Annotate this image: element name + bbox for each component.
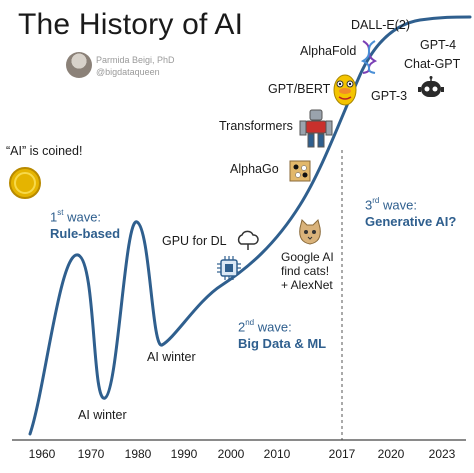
event-chatgpt: Chat-GPT xyxy=(404,57,461,71)
history-curve xyxy=(28,15,472,436)
tick-2017: 2017 xyxy=(328,447,356,461)
transformer-robot-icon xyxy=(299,109,333,148)
author-name: Parmida Beigi, PhD xyxy=(96,55,175,65)
event-gpt3: GPT-3 xyxy=(371,89,408,103)
event-google-cats-line-2: find cats! xyxy=(281,264,330,278)
chip-icon xyxy=(217,256,241,280)
tick-2023: 2023 xyxy=(428,447,456,461)
wave-1-word: wave: xyxy=(63,209,102,225)
event-transformers: Transformers xyxy=(219,119,293,133)
wave-2-number: 2 xyxy=(238,319,246,335)
event-google-cats-line-3: + AlexNet xyxy=(281,278,333,292)
bert-icon xyxy=(333,74,357,106)
author-handle: @bigdataqueen xyxy=(96,67,160,77)
wave-2-label: 2nd wave: Big Data & ML xyxy=(238,318,326,351)
wave-3-suffix: rd xyxy=(372,196,380,205)
wave-2-name: Big Data & ML xyxy=(238,336,327,352)
tick-1960: 1960 xyxy=(28,447,56,461)
cat-icon xyxy=(299,219,321,245)
event-gpt-bert: GPT/BERT xyxy=(268,82,331,96)
event-google-cats-line-1: Google AI xyxy=(281,250,334,264)
author-credit: Parmida Beigi, PhD @bigdataqueen xyxy=(96,54,175,78)
event-dalle: DALL-E(2) xyxy=(351,18,411,32)
dna-icon xyxy=(360,40,378,74)
event-ai-coined: “AI” is coined! xyxy=(6,144,83,158)
wave-1-suffix: st xyxy=(57,208,64,217)
tick-2010: 2010 xyxy=(263,447,291,461)
tick-1980: 1980 xyxy=(124,447,152,461)
go-board-icon xyxy=(289,160,311,182)
wave-1-label: 1st wave: Rule-based xyxy=(50,208,120,241)
coin-icon xyxy=(9,167,41,199)
event-google-cats: Google AI find cats! + AlexNet xyxy=(281,250,334,292)
tick-2020: 2020 xyxy=(377,447,405,461)
wave-1-number: 1 xyxy=(50,209,58,225)
event-ai-winter-2: AI winter xyxy=(147,350,196,364)
tick-1970: 1970 xyxy=(77,447,105,461)
wave-2-word: wave: xyxy=(254,319,292,335)
wave-1-name: Rule-based xyxy=(50,226,121,242)
x-axis: 1960 1970 1980 1990 2000 2010 2017 2020 … xyxy=(12,447,466,467)
bot-face-icon xyxy=(418,76,444,97)
event-ai-winter-1: AI winter xyxy=(78,408,127,422)
wave-3-name: Generative AI? xyxy=(365,214,457,230)
wave-3-label: 3rd wave: Generative AI? xyxy=(365,196,456,229)
event-alphago: AlphaGo xyxy=(230,162,279,176)
page-title: The History of AI xyxy=(18,8,244,41)
tick-1990: 1990 xyxy=(170,447,198,461)
cloud-icon xyxy=(237,230,259,250)
author-avatar xyxy=(66,52,92,78)
event-alphafold: AlphaFold xyxy=(300,44,357,58)
wave-3-number: 3 xyxy=(365,197,373,213)
wave-3-word: wave: xyxy=(379,197,417,213)
event-gpt4: GPT-4 xyxy=(420,38,457,52)
tick-2000: 2000 xyxy=(217,447,245,461)
event-gpu: GPU for DL xyxy=(162,234,227,248)
wave-2-suffix: nd xyxy=(245,318,255,327)
